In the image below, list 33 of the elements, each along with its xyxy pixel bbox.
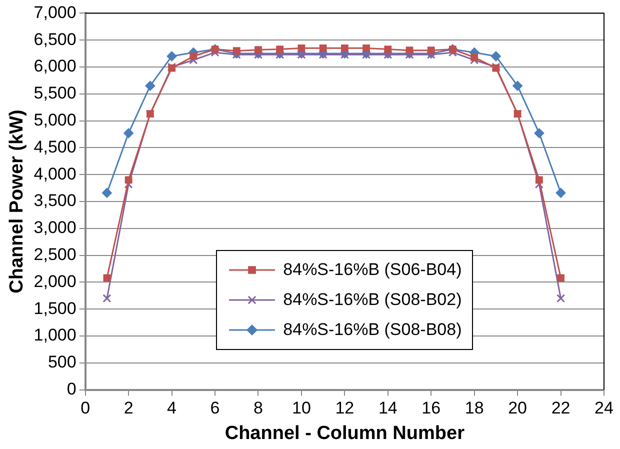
y-tick-label: 1,500 [34, 298, 76, 318]
y-tick-label: 5,000 [34, 110, 76, 130]
x-tick-label: 20 [508, 398, 528, 418]
x-tick-label: 18 [464, 398, 484, 418]
legend-label: 84%S-16%B (S08-B08) [283, 320, 462, 340]
x-tick-label: 4 [167, 398, 177, 418]
y-tick-label: 1,000 [34, 326, 76, 345]
x-tick-label: 22 [551, 398, 570, 418]
x-tick-label: 24 [594, 398, 614, 418]
y-tick-label: 5,500 [34, 84, 76, 103]
y-tick-label: 7,000 [34, 2, 76, 22]
y-tick-label: 4,500 [34, 137, 76, 156]
y-tick-label: 6,000 [34, 56, 76, 76]
y-tick-label: 3,000 [34, 218, 76, 238]
y-tick-label: 500 [48, 352, 76, 372]
legend-label: 84%S-16%B (S06-B04) [283, 260, 462, 280]
y-tick-label: 3,500 [34, 191, 76, 210]
x-tick-label: 12 [335, 398, 354, 418]
x-tick-label: 14 [378, 398, 398, 418]
x-tick-label: 16 [422, 398, 441, 418]
x-tick-label: 10 [292, 398, 311, 418]
y-tick-label: 4,000 [34, 164, 76, 184]
x-tick-label: 0 [80, 398, 90, 418]
x-tick-label: 6 [210, 398, 220, 418]
x-axis-title: Channel - Column Number [224, 422, 466, 444]
y-tick-label: 0 [66, 379, 76, 398]
y-tick-label: 2,500 [34, 244, 76, 264]
y-tick-label: 2,000 [34, 272, 76, 291]
y-axis-title: Channel Power (kW) [6, 110, 28, 294]
x-tick-label: 2 [124, 398, 134, 418]
y-tick-label: 6,500 [34, 30, 76, 49]
legend-label: 84%S-16%B (S08-B02) [283, 290, 462, 310]
x-tick-label: 8 [253, 398, 263, 418]
